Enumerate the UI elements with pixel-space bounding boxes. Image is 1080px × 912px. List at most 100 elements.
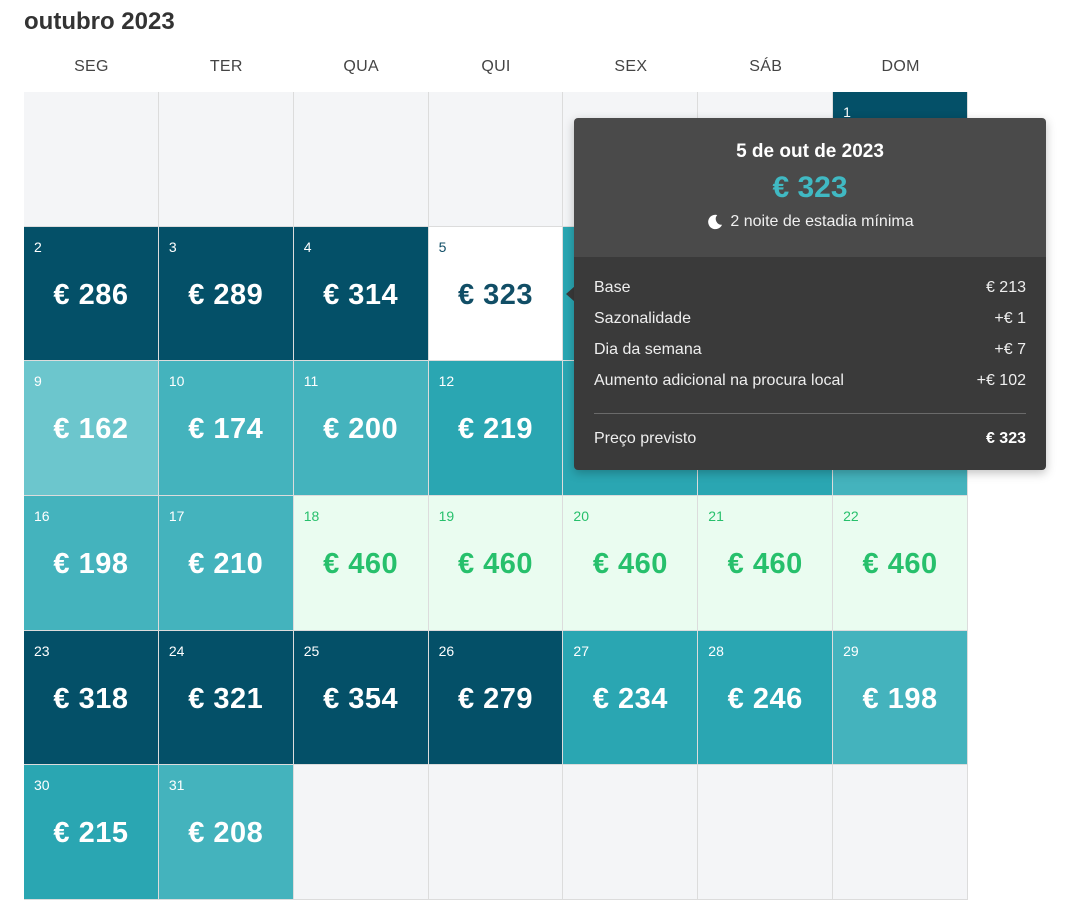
day-cell[interactable]: 20 € 460 xyxy=(563,496,699,631)
empty-cell xyxy=(158,92,294,227)
weekday-header: SEG TER QUA QUI SEX SÁB DOM xyxy=(24,58,968,82)
weekday-label: QUA xyxy=(343,58,379,75)
day-cell[interactable]: 4 € 314 xyxy=(293,226,429,362)
day-price: € 198 xyxy=(862,682,938,715)
empty-cell xyxy=(833,765,968,900)
tooltip-date: 5 de out de 2023 xyxy=(736,141,884,162)
tooltip-header: 5 de out de 2023 € 323 2 noite de estadi… xyxy=(574,118,1046,257)
day-cell[interactable]: 2 € 286 xyxy=(24,226,159,362)
day-number: 22 xyxy=(843,508,859,524)
month-title: outubro 2023 xyxy=(24,8,175,35)
breakdown-label: Base xyxy=(594,279,631,296)
day-number: 5 xyxy=(438,238,447,255)
day-number: 2 xyxy=(34,238,42,255)
day-price: € 314 xyxy=(323,278,399,311)
day-number: 1 xyxy=(843,104,851,120)
min-stay: 2 noite de estadia mínima xyxy=(574,213,1046,231)
day-number: 18 xyxy=(303,508,320,524)
breakdown-row: Aumento adicional na procura local +€ 10… xyxy=(594,372,1026,403)
day-number: 25 xyxy=(303,642,320,659)
day-price: € 162 xyxy=(53,413,129,446)
breakdown-divider xyxy=(594,413,1026,414)
day-cell[interactable]: 21 € 460 xyxy=(698,496,834,631)
tooltip-breakdown: Base € 213 Sazonalidade +€ 1 Dia da sema… xyxy=(574,257,1046,470)
day-price: € 354 xyxy=(323,682,399,715)
day-price: € 215 xyxy=(53,817,129,850)
empty-cell xyxy=(293,765,429,900)
day-cell[interactable]: 12 € 219 xyxy=(428,361,564,496)
breakdown-row: Dia da semana +€ 7 xyxy=(594,341,1026,372)
day-price: € 318 xyxy=(53,682,129,715)
day-cell[interactable]: 11 € 200 xyxy=(293,361,429,496)
day-cell[interactable]: 10 € 174 xyxy=(158,361,294,496)
day-price: € 323 xyxy=(457,278,534,311)
breakdown-row: Base € 213 xyxy=(594,279,1026,310)
day-price: € 286 xyxy=(53,278,129,311)
day-number: 24 xyxy=(168,642,185,659)
day-cell[interactable]: 27 € 234 xyxy=(563,630,699,766)
day-price: € 210 xyxy=(188,548,264,580)
day-price: € 198 xyxy=(53,548,129,580)
calendar-grid: 1 2 € 286 3 € 289 4 € 314 5 € 323 9 € 162 10 € 174 11… xyxy=(24,92,968,900)
day-number: 17 xyxy=(168,508,185,524)
day-cell[interactable]: 9 € 162 xyxy=(24,361,159,496)
day-number: 4 xyxy=(303,238,312,255)
day-cell[interactable]: 19 € 460 xyxy=(428,496,564,631)
day-price: € 460 xyxy=(862,548,938,580)
day-cell[interactable]: 16 € 198 xyxy=(24,496,159,631)
day-cell[interactable]: 29 € 198 xyxy=(833,630,968,766)
day-cell[interactable]: 31 € 208 xyxy=(158,765,294,900)
day-price: € 279 xyxy=(457,682,534,715)
day-number: 11 xyxy=(303,373,319,390)
empty-cell xyxy=(293,92,429,227)
day-cell[interactable]: 3 € 289 xyxy=(158,226,294,362)
day-price: € 208 xyxy=(188,817,264,850)
day-cell[interactable]: 30 € 215 xyxy=(24,765,159,900)
breakdown-value: +€ 7 xyxy=(994,341,1026,358)
breakdown-value: € 213 xyxy=(985,279,1026,296)
day-number: 3 xyxy=(168,238,177,255)
day-price: € 200 xyxy=(323,413,399,446)
day-number: 23 xyxy=(34,642,50,659)
day-number: 10 xyxy=(168,373,185,390)
day-number: 16 xyxy=(34,508,50,524)
weekday-label: SEG xyxy=(74,58,109,75)
total-value: € 323 xyxy=(985,430,1026,447)
day-number: 20 xyxy=(573,508,589,524)
day-price: € 460 xyxy=(457,548,534,580)
day-number: 31 xyxy=(168,777,185,794)
day-cell[interactable]: 24 € 321 xyxy=(158,630,294,766)
day-cell[interactable]: 17 € 210 xyxy=(158,496,294,631)
day-cell[interactable]: 25 € 354 xyxy=(293,630,429,766)
breakdown-label: Dia da semana xyxy=(594,341,702,358)
day-price: € 174 xyxy=(188,413,264,446)
day-number: 30 xyxy=(34,777,50,794)
breakdown-label: Aumento adicional na procura local xyxy=(594,372,844,389)
day-price: € 460 xyxy=(727,548,803,580)
day-number: 27 xyxy=(573,642,589,659)
day-price: € 321 xyxy=(188,682,264,715)
empty-cell xyxy=(698,765,834,900)
day-cell[interactable]: 18 € 460 xyxy=(293,496,429,631)
day-price: € 460 xyxy=(592,548,668,580)
weekday-label: SEX xyxy=(614,58,648,75)
min-stay-text: 2 noite de estadia mínima xyxy=(730,213,914,230)
day-price: € 289 xyxy=(188,278,264,311)
day-cell[interactable]: 23 € 318 xyxy=(24,630,159,766)
day-cell[interactable]: 5 € 323 xyxy=(428,226,564,362)
day-number: 9 xyxy=(34,373,42,390)
day-number: 21 xyxy=(708,508,724,524)
weekday-label: TER xyxy=(209,58,243,75)
breakdown-label: Sazonalidade xyxy=(594,310,691,327)
day-price: € 234 xyxy=(592,682,668,715)
day-cell[interactable]: 26 € 279 xyxy=(428,630,564,766)
day-cell[interactable]: 28 € 246 xyxy=(698,630,834,766)
day-price: € 460 xyxy=(323,548,399,580)
price-tooltip: 5 de out de 2023 € 323 2 noite de estadi… xyxy=(574,118,1046,470)
weekday-label: DOM xyxy=(881,58,920,75)
day-cell[interactable]: 22 € 460 xyxy=(833,496,968,631)
day-price: € 246 xyxy=(727,682,803,715)
day-number: 29 xyxy=(843,642,859,659)
empty-cell xyxy=(24,92,159,227)
breakdown-value: +€ 1 xyxy=(994,310,1026,327)
